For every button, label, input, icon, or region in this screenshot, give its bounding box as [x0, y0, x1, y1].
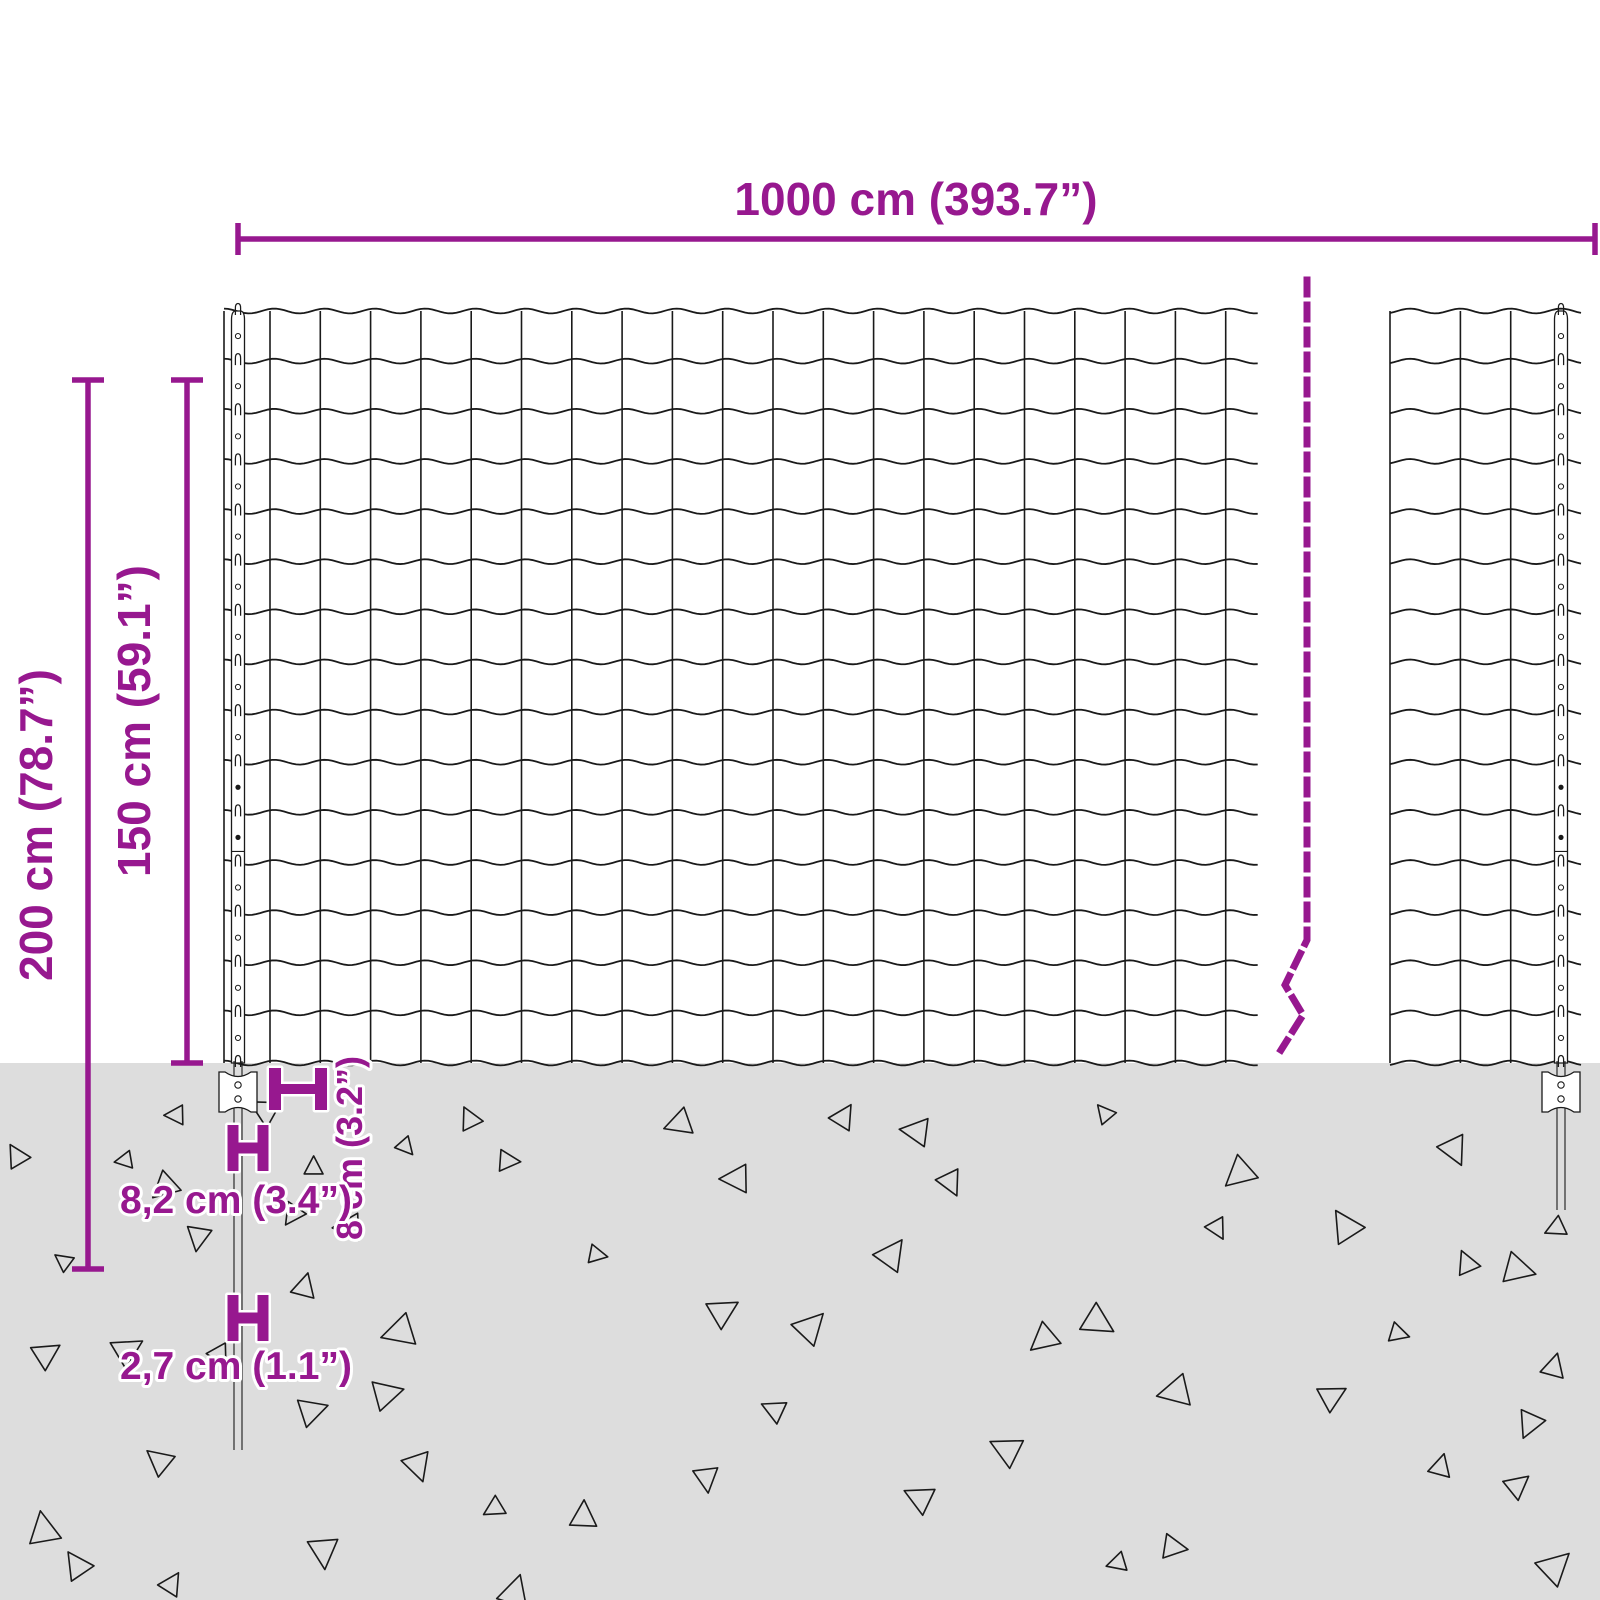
svg-text:2,7 cm (1.1”): 2,7 cm (1.1”)	[120, 1345, 352, 1388]
svg-text:150 cm (59.1”): 150 cm (59.1”)	[108, 565, 160, 877]
svg-text:1000 cm (393.7”): 1000 cm (393.7”)	[734, 173, 1097, 225]
svg-text:200 cm (78.7”): 200 cm (78.7”)	[10, 669, 62, 981]
svg-text:8,2 cm (3.4”): 8,2 cm (3.4”)	[120, 1179, 352, 1222]
